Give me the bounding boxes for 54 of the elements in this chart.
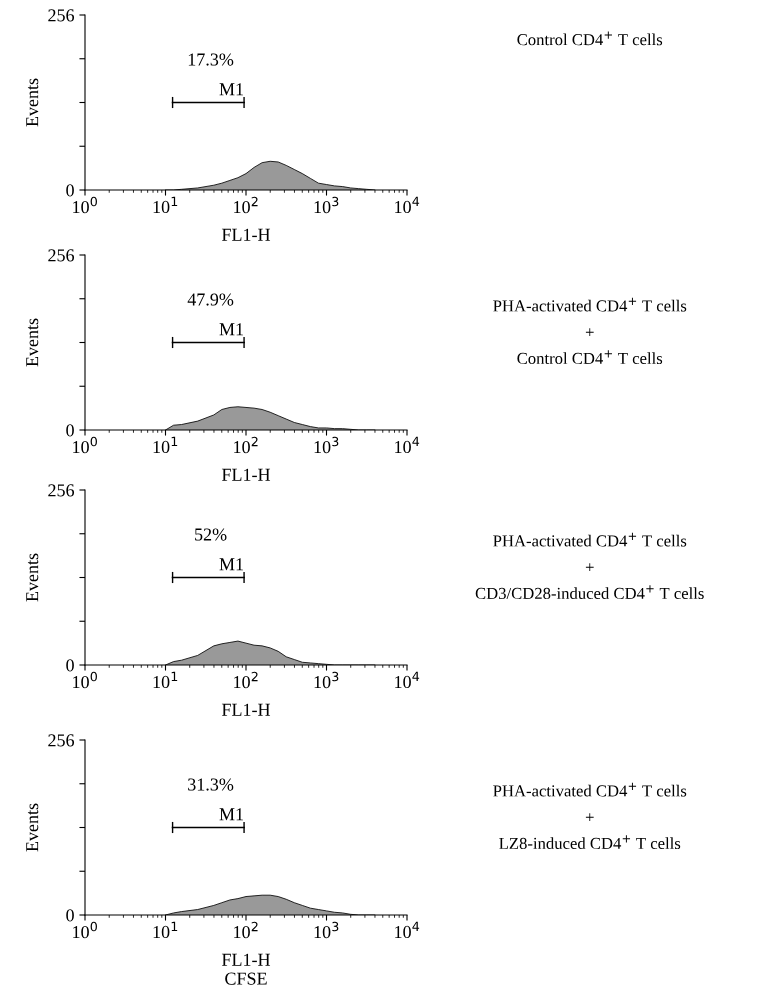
x-axis-title: FL1-H CFSE bbox=[221, 953, 271, 985]
text: + bbox=[585, 563, 594, 572]
x-tick-label: 10$^{4}$ bbox=[395, 671, 420, 689]
annotation: 31.3% bbox=[188, 778, 234, 791]
text: CD3/CD28-induced CD4$^{+}$ T cells bbox=[475, 585, 704, 600]
annotation: 52% bbox=[195, 528, 227, 541]
y-tick-label: 0 bbox=[66, 184, 74, 197]
text: Control CD4$^{+}$ T cells bbox=[517, 350, 663, 365]
x-tick-label: 10$^{0}$ bbox=[73, 196, 97, 214]
text: PHA-activated CD4$^{+}$ T cells bbox=[493, 532, 687, 547]
x-tick-label: 10$^{4}$ bbox=[395, 436, 420, 454]
x-axis-title: FL1-H bbox=[221, 228, 271, 241]
text: + bbox=[585, 813, 594, 822]
y-axis-title: Events bbox=[26, 803, 39, 852]
annotation: 17.3% bbox=[188, 53, 234, 66]
y-tick-label: 0 bbox=[66, 909, 74, 922]
annotation: M1 bbox=[219, 808, 243, 821]
x-axis-title: FL1-H bbox=[221, 468, 271, 481]
x-tick-label: 10$^{2}$ bbox=[234, 436, 258, 454]
annotation: M1 bbox=[219, 558, 243, 571]
y-tick-label: 0 bbox=[66, 659, 74, 672]
x-axis-title: FL1-H bbox=[221, 703, 271, 716]
x-tick-label: 10$^{0}$ bbox=[73, 671, 97, 689]
y-axis-title: Events bbox=[26, 318, 39, 367]
y-tick-label: 256 bbox=[48, 249, 75, 262]
y-tick-label: 256 bbox=[48, 9, 75, 22]
x-tick-label: 10$^{1}$ bbox=[153, 196, 178, 214]
y-axis-title: Events bbox=[26, 553, 39, 602]
text: PHA-activated CD4$^{+}$ T cells bbox=[493, 782, 687, 797]
annotation: 47.9% bbox=[187, 293, 234, 306]
annotation: M1 bbox=[219, 323, 243, 336]
text: + bbox=[585, 328, 594, 337]
x-tick-label: 10$^{3}$ bbox=[314, 921, 339, 939]
x-tick-label: 10$^{2}$ bbox=[234, 921, 258, 939]
x-tick-label: 10$^{3}$ bbox=[314, 671, 339, 689]
text: LZ8-induced CD4$^{+}$ T cells bbox=[499, 835, 681, 850]
x-tick-label: 10$^{3}$ bbox=[314, 436, 339, 454]
y-tick-label: 0 bbox=[66, 424, 74, 437]
text: PHA-activated CD4$^{+}$ T cells bbox=[493, 297, 687, 312]
x-tick-label: 10$^{4}$ bbox=[395, 921, 420, 939]
x-tick-label: 10$^{0}$ bbox=[73, 436, 97, 454]
x-tick-label: 10$^{3}$ bbox=[314, 196, 339, 214]
annotation: M1 bbox=[219, 83, 243, 96]
x-tick-label: 10$^{1}$ bbox=[153, 921, 178, 939]
y-axis-title: Events bbox=[26, 78, 39, 127]
y-tick-label: 256 bbox=[48, 484, 75, 497]
x-tick-label: 10$^{0}$ bbox=[73, 921, 97, 939]
y-tick-label: 256 bbox=[48, 734, 75, 747]
x-tick-label: 10$^{1}$ bbox=[153, 436, 178, 454]
x-tick-label: 10$^{2}$ bbox=[234, 196, 258, 214]
x-tick-label: 10$^{2}$ bbox=[234, 671, 258, 689]
x-tick-label: 10$^{4}$ bbox=[395, 196, 420, 214]
x-tick-label: 10$^{1}$ bbox=[153, 671, 178, 689]
text: Control CD4$^{+}$ T cells bbox=[517, 31, 663, 46]
